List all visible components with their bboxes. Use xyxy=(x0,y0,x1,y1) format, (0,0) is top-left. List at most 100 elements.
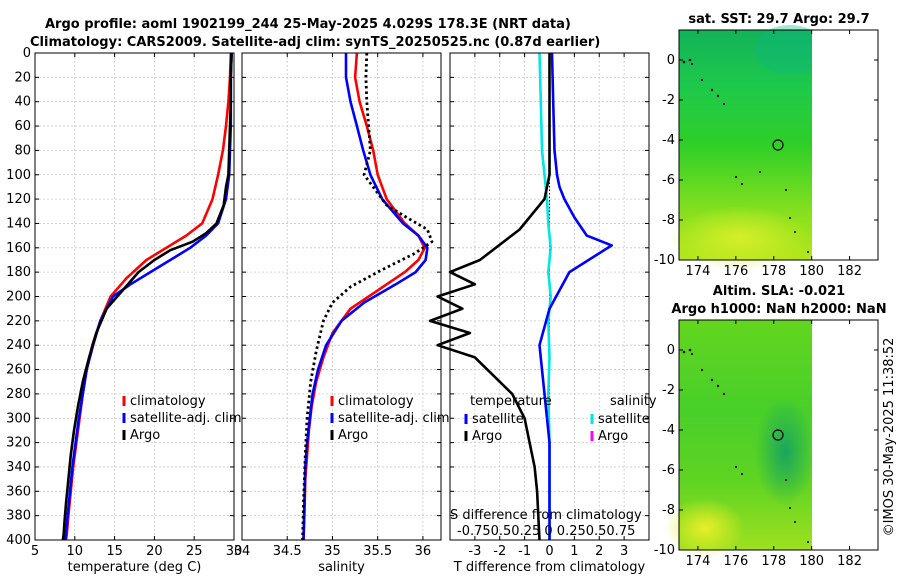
sat_sst_map-ytick-label: -4 xyxy=(662,133,675,148)
sla-islands xyxy=(682,348,809,543)
altim_sla_map-xtick-label: 176 xyxy=(723,554,748,569)
temperature-legend-label: Argo xyxy=(130,428,160,443)
sla-argo-marker xyxy=(772,429,784,441)
depth-tick-label: 160 xyxy=(6,241,31,256)
sat_sst_map-ytick-label: 0 xyxy=(667,53,675,68)
sst-map-ticks: 174 176 178 180 182 0 -2 -4 -6 -8 -10 xyxy=(654,30,878,279)
depth-tick-label: 280 xyxy=(6,387,31,402)
sla-map-frame xyxy=(678,319,879,551)
credit-stamp: ©IMOS 30-May-2025 11:38:52 xyxy=(882,338,897,537)
sla-map-title-line2: Argo h1000: NaN h2000: NaN xyxy=(671,302,886,317)
depth-tick-label: 40 xyxy=(14,95,31,110)
sst-argo-marker xyxy=(772,139,784,151)
depth-tick-label: 20 xyxy=(14,70,31,85)
sat_sst_map-xtick-label: 174 xyxy=(686,264,711,279)
altim_sla_map-xtick-label: 174 xyxy=(686,554,711,569)
depth-tick-label: 60 xyxy=(14,119,31,134)
sat_sst_map-ytick-label: -6 xyxy=(662,173,675,188)
salinity-series-argo xyxy=(301,52,434,541)
altim_sla_map-xtick-label: 180 xyxy=(799,554,824,569)
depth-tick-label: 220 xyxy=(6,314,31,329)
figure-title-line2: Climatology: CARS2009. Satellite-adj cli… xyxy=(30,35,600,50)
altim_sla_map-ytick-label: -2 xyxy=(662,383,675,398)
temperature-xtick-label: 10 xyxy=(67,544,84,559)
sst-islands xyxy=(682,58,809,253)
salinity-series-satellite-adj-clim xyxy=(302,53,429,541)
difference-xtick-label: 0 xyxy=(545,544,553,559)
difference-xlabel: T difference from climatology xyxy=(453,560,646,575)
sst-map-title: sat. SST: 29.7 Argo: 29.7 xyxy=(688,12,869,27)
difference-xtick-label: -1 xyxy=(518,544,531,559)
temperature-xtick-label: 25 xyxy=(186,544,203,559)
sst-map-frame xyxy=(678,29,879,261)
altim_sla_map-ytick-label: -4 xyxy=(662,423,675,438)
temperature-xtick-label: 15 xyxy=(106,544,123,559)
depth-tick-label: 80 xyxy=(14,143,31,158)
salinity-xtick-label: 34 xyxy=(234,544,251,559)
difference-legend-salinity-header: salinity xyxy=(610,394,657,409)
temperature-xtick-label: 20 xyxy=(146,544,163,559)
difference-legend-label: Argo xyxy=(472,429,502,444)
temperature-legend-label: satellite-adj. clim xyxy=(130,411,242,426)
difference-xtick-label: -3 xyxy=(468,544,481,559)
difference-xtick-label: 2 xyxy=(595,544,603,559)
depth-tick-label: 360 xyxy=(6,484,31,499)
depth-tick-label: 320 xyxy=(6,436,31,451)
difference-xtick-label: -2 xyxy=(493,544,506,559)
salinity-xtick-label: 36 xyxy=(415,544,432,559)
altim_sla_map-ytick-label: -8 xyxy=(662,503,675,518)
sat_sst_map-xtick-label: 176 xyxy=(723,264,748,279)
temperature-series-argo xyxy=(61,52,233,541)
depth-tick-label: 100 xyxy=(6,168,31,183)
depth-tick-label: 240 xyxy=(6,338,31,353)
depth-tick-label: 200 xyxy=(6,290,31,305)
sla-high-patch xyxy=(665,498,745,558)
temperature-xtick-label: 30 xyxy=(226,544,243,559)
difference-top-xlabel: S difference from climatology xyxy=(450,508,642,523)
salinity-legend-label: Argo xyxy=(338,428,368,443)
sst-warm-patch xyxy=(670,206,810,270)
difference-panel: -3 -2 -1 0 1 2 3T difference from climatology t… xyxy=(428,52,657,575)
sst-no-data xyxy=(812,30,878,260)
salinity-xtick-label: 35.5 xyxy=(363,544,392,559)
figure-title-line1: Argo profile: aoml 1902199_244 25-May-20… xyxy=(45,17,571,32)
sla-map-panel: Altim. SLA: -0.021 Argo h1000: NaN h2000… xyxy=(654,284,887,569)
sla-low-patch xyxy=(755,397,815,507)
difference-xtick-label: 1 xyxy=(570,544,578,559)
difference-series-t-satellite xyxy=(538,52,614,540)
difference-legend-label: satellite xyxy=(598,412,650,427)
depth-tick-label: 380 xyxy=(6,509,31,524)
difference-legend-temperature-header: temperature xyxy=(470,394,552,409)
salinity-legend-label: satellite-adj. clim xyxy=(338,411,450,426)
difference-legend-label: Argo xyxy=(598,429,628,444)
depth-tick-label: 120 xyxy=(6,192,31,207)
salinity-panel: 34 34.5 35 35.5 36 salinity climatology satelli… xyxy=(234,52,450,575)
sst-map-panel: sat. SST: 29.7 Argo: 29.7 174 176 178 180 18… xyxy=(654,12,879,279)
salinity-xlabel: salinity xyxy=(318,560,365,575)
depth-tick-label: 0 xyxy=(23,46,31,61)
depth-tick-label: 260 xyxy=(6,363,31,378)
altim_sla_map-ytick-label: 0 xyxy=(667,343,675,358)
difference-xtick-label: 3 xyxy=(620,544,628,559)
difference-series-s-satellite xyxy=(538,52,553,540)
salinity-legend-label: climatology xyxy=(338,394,414,409)
altim_sla_map-xtick-label: 182 xyxy=(837,554,862,569)
temperature-xlabel: temperature (deg C) xyxy=(68,560,202,575)
temperature-legend-label: climatology xyxy=(130,394,206,409)
salinity-xtick-label: 34.5 xyxy=(273,544,302,559)
altim_sla_map-ytick-label: -6 xyxy=(662,463,675,478)
depth-tick-label: 400 xyxy=(6,533,31,548)
altim_sla_map-xtick-label: 178 xyxy=(761,554,786,569)
depth-tick-label: 300 xyxy=(6,411,31,426)
sat_sst_map-ytick-label: -2 xyxy=(662,93,675,108)
depth-tick-label: 340 xyxy=(6,460,31,475)
temperature-xtick-label: 5 xyxy=(31,544,39,559)
salinity-xtick-label: 35 xyxy=(324,544,341,559)
sst-cool-patch xyxy=(755,25,825,75)
sat_sst_map-xtick-label: 182 xyxy=(837,264,862,279)
depth-tick-label: 140 xyxy=(6,216,31,231)
sla-no-data xyxy=(812,320,878,550)
sat_sst_map-xtick-label: 180 xyxy=(799,264,824,279)
depth-tick-label: 180 xyxy=(6,265,31,280)
